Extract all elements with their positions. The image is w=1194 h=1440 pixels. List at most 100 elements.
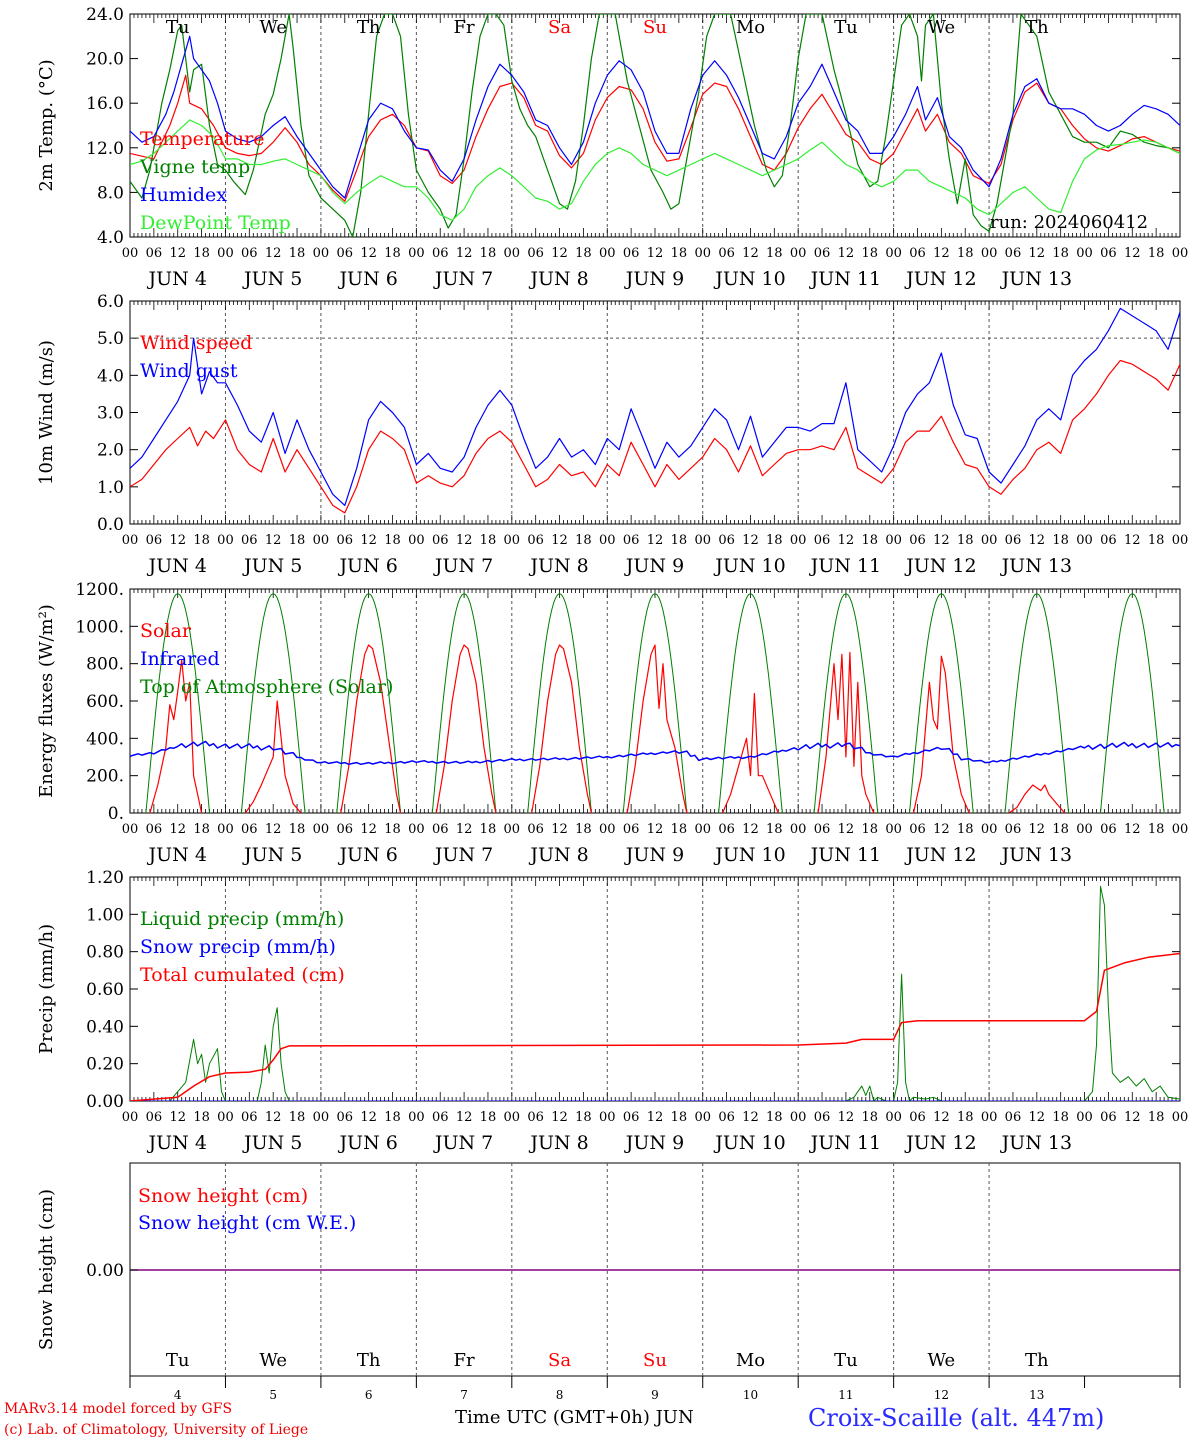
- hour-label: 00: [1076, 1110, 1093, 1125]
- day-label: JUN 5: [242, 555, 302, 577]
- panel-frame: [129, 300, 1181, 525]
- hour-label: 06: [146, 246, 163, 261]
- hour-label: 18: [480, 246, 497, 261]
- hour-label: 00: [885, 1110, 902, 1125]
- day-label: JUN 4: [147, 268, 207, 290]
- hour-label: 06: [1005, 533, 1022, 548]
- day-label: JUN 11: [809, 1132, 881, 1154]
- legend-entry: Humidex: [140, 184, 227, 206]
- panel-frame: [129, 588, 1181, 814]
- hour-label: 12: [551, 246, 568, 261]
- plot-area: [130, 307, 1180, 514]
- y-tick-label: 24.0: [86, 5, 124, 25]
- toa-curve: [145, 593, 210, 813]
- day-label: JUN 5: [242, 268, 302, 290]
- hour-label: 00: [1172, 246, 1189, 261]
- day-number-label: 9: [651, 1388, 659, 1402]
- day-number-label: 12: [934, 1388, 949, 1402]
- y-tick-label: 16.0: [86, 94, 124, 114]
- footer-lab-credit: (c) Lab. of Climatology, University of L…: [4, 1422, 308, 1438]
- hour-label: 18: [1148, 1110, 1165, 1125]
- hour-label: 18: [861, 533, 878, 548]
- weekday-label: We: [259, 17, 287, 38]
- hour-label: 00: [504, 533, 521, 548]
- hour-label: 18: [575, 822, 592, 837]
- weekday-label: Tu: [166, 1350, 190, 1371]
- hour-label: 00: [408, 1110, 425, 1125]
- hour-label: 12: [1029, 246, 1046, 261]
- y-tick-label: 0.60: [86, 980, 124, 1000]
- y-tick-label: 1.20: [86, 868, 124, 888]
- series-line: [130, 74, 1180, 202]
- hour-label: 18: [289, 1110, 306, 1125]
- hour-label: 00: [599, 822, 616, 837]
- hour-label: 06: [241, 246, 258, 261]
- toa-curve: [622, 593, 688, 813]
- y-tick-label: 1.00: [86, 905, 124, 925]
- day-label: JUN 13: [1000, 844, 1072, 866]
- hour-label: 12: [360, 246, 377, 261]
- toa-curve: [431, 593, 497, 813]
- y-tick-label: 1.0: [97, 478, 124, 498]
- weekday-label: Tu: [166, 17, 190, 38]
- hour-label: 00: [790, 533, 807, 548]
- hour-label: 18: [480, 1110, 497, 1125]
- legend-entry: Liquid precip (mm/h): [140, 908, 344, 930]
- day-label: JUN 10: [713, 844, 785, 866]
- hour-label: 06: [432, 246, 449, 261]
- y-tick-label: 4.0: [97, 366, 124, 386]
- hour-label: 12: [647, 822, 664, 837]
- weekday-label: Su: [643, 17, 667, 38]
- hour-label: 18: [384, 822, 401, 837]
- panel-4: 0.00 0.20 0.40 0.60 0.80 1.00 1.20 Precip (mm/h…: [36, 868, 1188, 1154]
- hour-label: 00: [1172, 533, 1189, 548]
- y-tick-label: 5.0: [97, 329, 124, 349]
- legend-entry: Snow height (cm): [138, 1185, 308, 1207]
- day-label: JUN 5: [242, 844, 302, 866]
- weekday-label: We: [928, 1350, 956, 1371]
- hour-label: 12: [647, 1110, 664, 1125]
- hour-label: 00: [981, 1110, 998, 1125]
- hour-label: 18: [861, 822, 878, 837]
- hour-label: 06: [146, 822, 163, 837]
- hour-label: 12: [169, 1110, 186, 1125]
- day-label: JUN 10: [713, 555, 785, 577]
- solar-line: [626, 644, 688, 813]
- legend-entry: Top of Atmosphere (Solar): [140, 676, 393, 698]
- hour-label: 00: [694, 1110, 711, 1125]
- legend-entry: Infrared: [140, 648, 220, 670]
- hour-label: 00: [885, 533, 902, 548]
- hour-label: 18: [957, 246, 974, 261]
- toa-curve: [909, 593, 974, 813]
- panel-1: 4.0 8.0 12.0 16.0 20.0 24.0 2m Temp. (°C) Tu We T…: [36, 5, 1188, 290]
- hour-label: 12: [647, 533, 664, 548]
- hour-label: 00: [217, 246, 234, 261]
- panel-2: 0.0 1.0 2.0 3.0 4.0 5.0 6.0 10m Wind (m/s) Wind …: [36, 292, 1188, 577]
- hour-label: 06: [527, 822, 544, 837]
- hour-label: 18: [1052, 1110, 1069, 1125]
- hour-label: 00: [217, 822, 234, 837]
- plot-area: [130, 593, 1180, 813]
- y-tick-label: 0.0: [97, 515, 124, 535]
- hour-label: 06: [432, 1110, 449, 1125]
- hour-label: 18: [289, 533, 306, 548]
- weekday-label: Th: [1025, 17, 1049, 38]
- hour-label: 12: [838, 1110, 855, 1125]
- y-tick-label: 1000.: [75, 617, 124, 637]
- day-label: JUN 9: [624, 1132, 684, 1154]
- y-axis-label: 10m Wind (m/s): [36, 340, 57, 485]
- hour-label: 12: [456, 1110, 473, 1125]
- day-number-label: 13: [1029, 1388, 1044, 1402]
- hour-label: 12: [456, 822, 473, 837]
- hour-label: 00: [217, 1110, 234, 1125]
- hour-label: 00: [1076, 533, 1093, 548]
- y-tick-label: 600.: [86, 692, 124, 712]
- solar-line: [817, 651, 875, 813]
- hour-label: 00: [122, 533, 139, 548]
- day-label: JUN 8: [528, 844, 588, 866]
- hour-label: 12: [169, 533, 186, 548]
- day-label: JUN 5: [242, 1132, 302, 1154]
- hour-label: 06: [336, 822, 353, 837]
- hour-label: 18: [766, 822, 783, 837]
- weekday-label: Th: [357, 1350, 381, 1371]
